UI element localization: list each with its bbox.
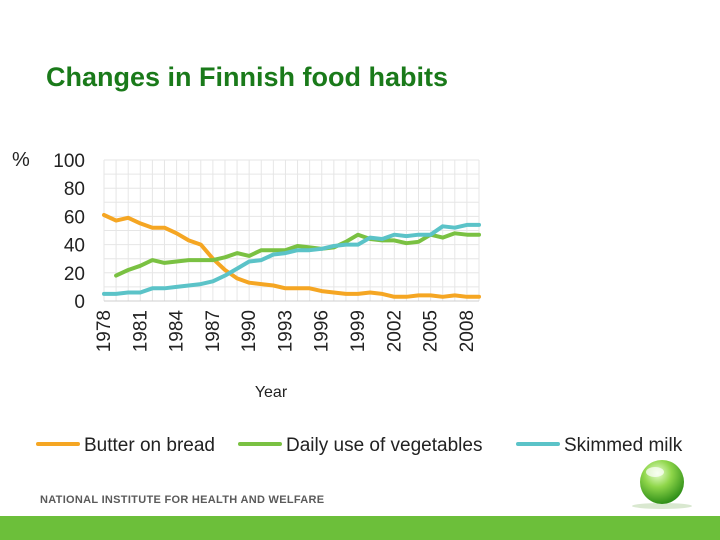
x-tick-label: 1996	[312, 310, 333, 352]
y-tick-label: 40	[64, 236, 85, 257]
x-tick-label: 1999	[348, 310, 369, 352]
x-tick-label: 2002	[384, 310, 405, 352]
y-tick-label: 60	[64, 207, 85, 228]
legend-label-skimmed-milk: Skimmed milk	[564, 435, 683, 456]
footer-organization: NATIONAL INSTITUTE FOR HEALTH AND WELFAR…	[40, 494, 325, 506]
x-axis-label: Year	[255, 384, 288, 401]
x-tick-label: 1978	[94, 310, 115, 352]
x-tick-label: 1987	[203, 310, 224, 352]
green-orb-logo-icon	[632, 460, 692, 509]
chart-legend: Butter on bread Daily use of vegetables Sk…	[36, 435, 683, 456]
line-chart: 0 20 40 60 80 100 1978 1981 1984 1987 1990 1993 199…	[12, 149, 683, 456]
x-axis-ticks: 1978 1981 1984 1987 1990 1993 1996 1999 2002 2005…	[94, 310, 478, 353]
x-tick-label: 2008	[457, 310, 478, 352]
x-tick-label: 1990	[239, 310, 260, 352]
legend-label-daily-use-of-vegetables: Daily use of vegetables	[286, 435, 482, 456]
series-line-skimmed-milk	[102, 222, 481, 296]
x-tick-label: 2005	[421, 310, 442, 352]
series-line-daily-use-of-vegetables	[114, 231, 481, 278]
y-tick-label: 80	[64, 179, 85, 200]
slide-title: Changes in Finnish food habits	[46, 62, 448, 92]
footer-bar	[0, 516, 720, 540]
y-tick-label: 0	[74, 292, 85, 313]
y-tick-label: 100	[53, 151, 85, 172]
series-line-butter-on-bread	[102, 213, 481, 299]
chart-grid	[103, 159, 480, 302]
chart-series	[102, 213, 481, 299]
x-tick-label: 1981	[130, 310, 151, 352]
x-tick-label: 1993	[275, 310, 296, 352]
y-axis-ticks: 0 20 40 60 80 100	[53, 151, 85, 313]
legend-label-butter-on-bread: Butter on bread	[84, 435, 215, 456]
y-tick-label: 20	[64, 264, 85, 285]
y-axis-label: %	[12, 149, 30, 171]
x-tick-label: 1984	[167, 310, 188, 353]
